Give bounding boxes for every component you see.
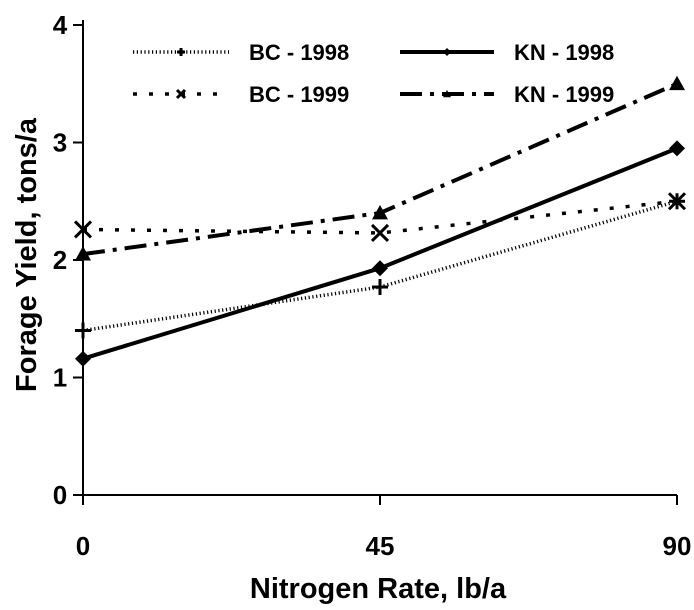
legend: BC - 1998 KN - 1998 BC - 1999 KN - 1999	[133, 40, 614, 107]
data-point	[372, 279, 388, 296]
x-tick-label: 90	[663, 531, 692, 561]
legend-item: KN - 1998	[400, 40, 614, 65]
data-point	[669, 140, 685, 157]
series-line	[82, 81, 678, 257]
x-axis-title: Nitrogen Rate, lb/a	[250, 573, 507, 605]
series-layer	[73, 75, 687, 367]
data-point	[372, 205, 388, 220]
legend-label: BC - 1999	[249, 82, 349, 107]
data-point	[667, 192, 687, 211]
axes-layer: 0 1 2 3 4 0 45 90	[53, 10, 692, 561]
legend-swatch-marker	[443, 90, 451, 98]
x-tick-label: 45	[366, 531, 395, 561]
y-tick-label: 4	[53, 10, 68, 40]
y-tick-label: 3	[53, 128, 67, 158]
legend-swatch-marker	[443, 48, 451, 56]
y-tick-label: 1	[53, 363, 67, 393]
y-axis-title: Forage Yield, tons/a	[11, 117, 43, 392]
legend-item: BC - 1999	[133, 82, 349, 107]
data-point	[370, 223, 390, 243]
x-tick-label: 0	[76, 531, 90, 561]
legend-label: BC - 1998	[249, 40, 349, 65]
series-kn-1999	[75, 75, 685, 261]
series-line	[82, 199, 678, 235]
legend-swatch-marker	[177, 48, 185, 56]
legend-swatch-marker	[175, 88, 187, 100]
y-tick-label: 0	[53, 480, 67, 510]
legend-item: BC - 1998	[133, 40, 349, 65]
series-line	[82, 146, 678, 361]
series-kn-1998	[75, 140, 685, 367]
series-line	[82, 199, 678, 333]
data-point	[669, 75, 685, 91]
y-tick-label: 2	[53, 245, 67, 275]
legend-label: KN - 1999	[514, 82, 614, 107]
legend-item: KN - 1999	[400, 82, 614, 107]
data-point	[372, 260, 388, 277]
legend-label: KN - 1998	[514, 40, 614, 65]
